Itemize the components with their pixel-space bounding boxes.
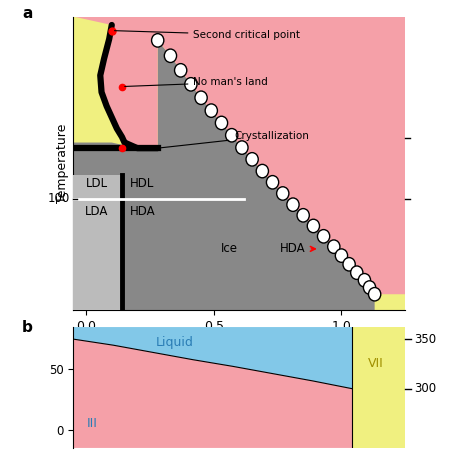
Circle shape xyxy=(215,116,228,130)
Circle shape xyxy=(205,104,218,118)
Circle shape xyxy=(185,78,197,91)
Circle shape xyxy=(297,209,310,222)
Polygon shape xyxy=(73,40,405,310)
X-axis label: Pressure (GPa): Pressure (GPa) xyxy=(193,339,285,352)
Text: 300: 300 xyxy=(415,382,437,395)
Circle shape xyxy=(318,229,330,243)
Bar xyxy=(352,327,405,448)
Text: Liquid: Liquid xyxy=(155,336,193,349)
Y-axis label: Temperature: Temperature xyxy=(56,124,69,203)
Text: LDL: LDL xyxy=(85,177,108,190)
Circle shape xyxy=(368,288,381,301)
Circle shape xyxy=(364,281,376,294)
Text: LDA: LDA xyxy=(85,205,108,218)
Circle shape xyxy=(266,175,279,189)
Text: Crystallization: Crystallization xyxy=(161,130,309,148)
Text: HDL: HDL xyxy=(130,177,155,190)
Text: III: III xyxy=(87,417,98,430)
Text: HDA: HDA xyxy=(280,242,315,255)
Circle shape xyxy=(343,257,355,271)
Circle shape xyxy=(287,198,299,211)
Circle shape xyxy=(358,273,371,287)
Circle shape xyxy=(152,34,164,47)
Circle shape xyxy=(351,266,363,279)
Polygon shape xyxy=(73,339,352,448)
Text: 350: 350 xyxy=(415,333,437,346)
Circle shape xyxy=(335,249,347,262)
Polygon shape xyxy=(73,327,352,389)
Text: No man's land: No man's land xyxy=(125,77,268,87)
Polygon shape xyxy=(73,17,405,294)
Circle shape xyxy=(277,187,289,200)
Circle shape xyxy=(195,91,207,104)
Circle shape xyxy=(246,153,258,166)
Circle shape xyxy=(256,164,268,178)
Circle shape xyxy=(174,64,187,77)
Circle shape xyxy=(164,49,177,63)
Circle shape xyxy=(307,219,319,233)
Text: Second critical point: Second critical point xyxy=(115,30,301,40)
Text: a: a xyxy=(22,6,32,21)
Text: Ice: Ice xyxy=(221,242,237,255)
Polygon shape xyxy=(73,175,122,310)
Text: HDA: HDA xyxy=(129,205,155,218)
Text: b: b xyxy=(22,320,33,335)
Circle shape xyxy=(226,128,238,142)
Circle shape xyxy=(328,240,340,254)
Text: VII: VII xyxy=(368,357,384,370)
Circle shape xyxy=(236,141,248,155)
Text: 100: 100 xyxy=(47,192,70,205)
